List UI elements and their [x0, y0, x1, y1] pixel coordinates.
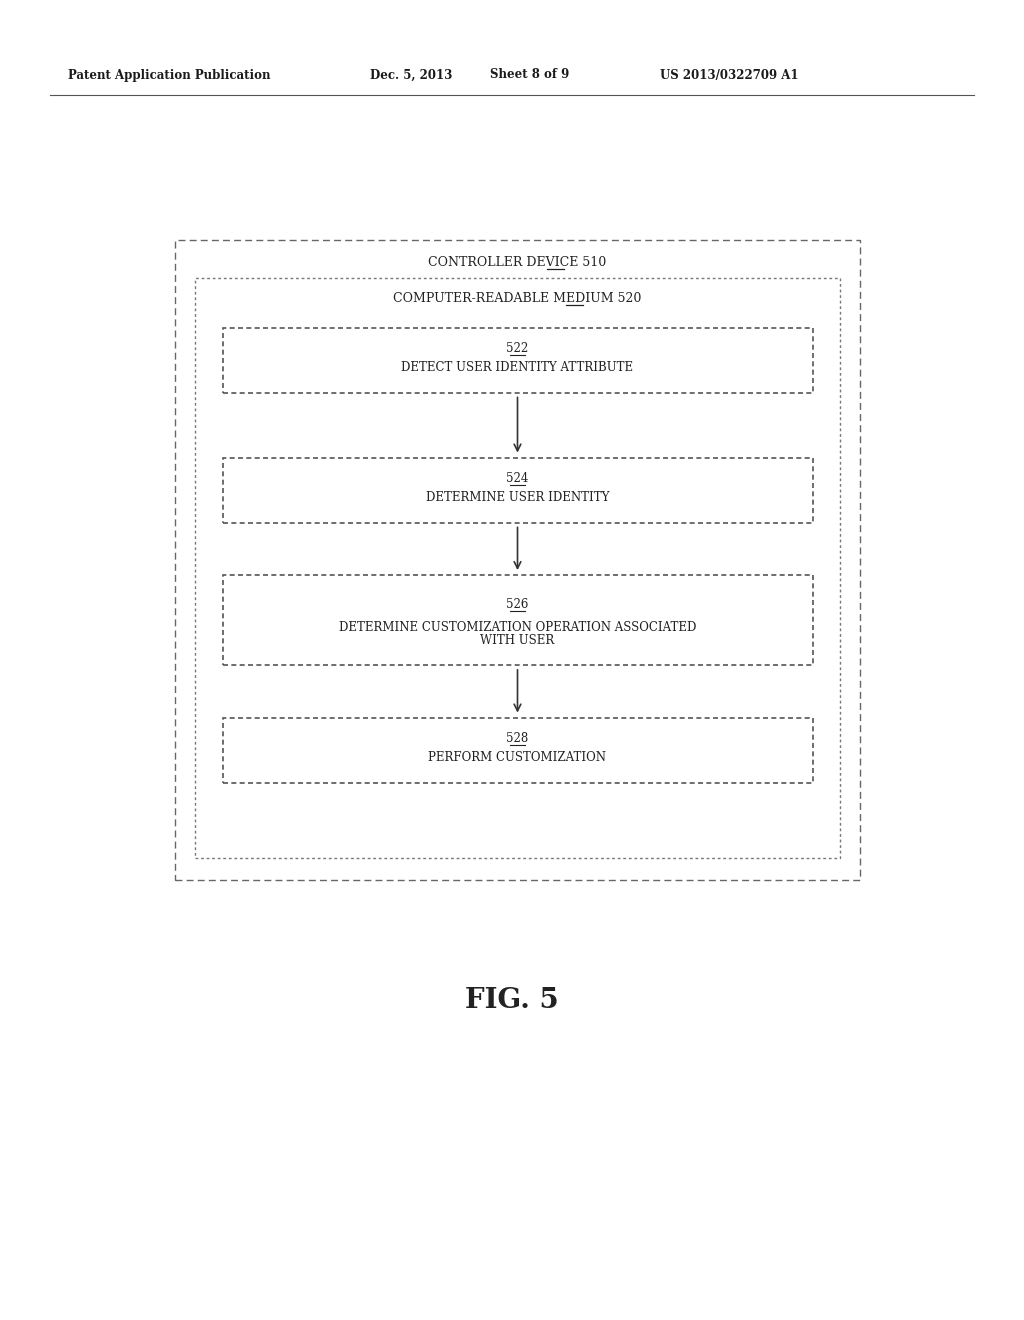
Text: Patent Application Publication: Patent Application Publication [68, 69, 270, 82]
Bar [222, 458, 812, 523]
Text: WITH USER: WITH USER [480, 634, 555, 647]
Text: CONTROLLER DEVICE 510: CONTROLLER DEVICE 510 [428, 256, 606, 268]
Bar [175, 240, 860, 880]
Text: DETERMINE USER IDENTITY: DETERMINE USER IDENTITY [426, 491, 609, 504]
Bar [195, 279, 840, 858]
Bar [222, 327, 812, 392]
Text: DETECT USER IDENTITY ATTRIBUTE: DETECT USER IDENTITY ATTRIBUTE [401, 362, 634, 375]
Text: US 2013/0322709 A1: US 2013/0322709 A1 [660, 69, 799, 82]
Text: DETERMINE CUSTOMIZATION OPERATION ASSOCIATED: DETERMINE CUSTOMIZATION OPERATION ASSOCI… [339, 620, 696, 634]
Text: Dec. 5, 2013: Dec. 5, 2013 [370, 69, 453, 82]
Text: 526: 526 [506, 598, 528, 611]
Text: 528: 528 [507, 733, 528, 746]
Bar [222, 718, 812, 783]
Text: FIG. 5: FIG. 5 [465, 986, 559, 1014]
Bar [222, 576, 812, 665]
Text: PERFORM CUSTOMIZATION: PERFORM CUSTOMIZATION [428, 751, 606, 764]
Text: 524: 524 [506, 473, 528, 486]
Text: Sheet 8 of 9: Sheet 8 of 9 [490, 69, 569, 82]
Text: 522: 522 [507, 342, 528, 355]
Text: COMPUTER-READABLE MEDIUM 520: COMPUTER-READABLE MEDIUM 520 [393, 292, 642, 305]
